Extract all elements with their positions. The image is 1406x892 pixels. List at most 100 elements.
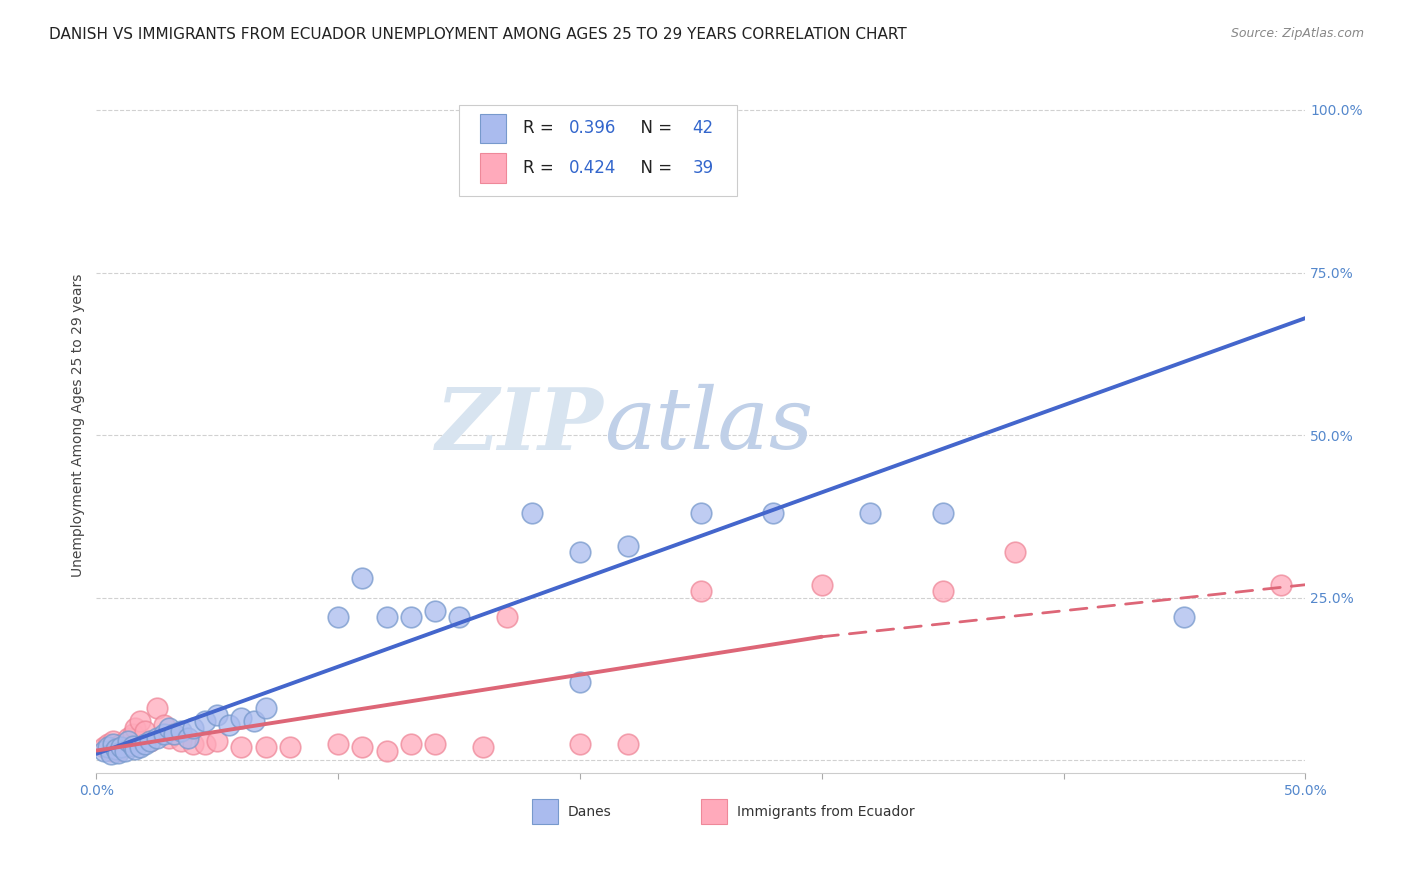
Point [121, 727, 143, 741]
Point [207, 707, 229, 722]
Point [103, 737, 125, 751]
Point [138, 734, 160, 748]
Text: 42: 42 [692, 120, 713, 137]
Point [931, 506, 953, 520]
Point [375, 610, 398, 624]
Point [170, 724, 193, 739]
Point [93, 740, 115, 755]
Point [100, 743, 122, 757]
Point [124, 741, 146, 756]
Point [110, 740, 132, 755]
Point [449, 610, 471, 624]
Text: Immigrants from Ecuador: Immigrants from Ecuador [737, 805, 915, 819]
Point [157, 721, 180, 735]
Text: Danes: Danes [568, 805, 612, 819]
Point [375, 743, 398, 757]
Point [231, 740, 253, 755]
Point [218, 717, 240, 731]
Point [138, 734, 160, 748]
Text: 0.396: 0.396 [569, 120, 616, 137]
Point [117, 734, 139, 748]
Point [134, 737, 156, 751]
Point [170, 734, 193, 748]
Bar [700, 799, 727, 824]
Point [104, 740, 127, 755]
Point [163, 727, 186, 741]
Point [1173, 610, 1195, 624]
Point [177, 731, 200, 745]
Text: 39: 39 [692, 159, 713, 177]
Point [134, 724, 156, 739]
Point [153, 727, 176, 741]
Point [97, 737, 120, 751]
Point [117, 731, 139, 745]
Point [114, 743, 136, 757]
Text: atlas: atlas [605, 384, 813, 467]
Point [328, 610, 350, 624]
Point [181, 721, 204, 735]
Point [93, 743, 115, 757]
Text: N =: N = [630, 159, 676, 177]
Point [153, 717, 176, 731]
Point [1004, 545, 1026, 559]
Text: N =: N = [630, 120, 676, 137]
Point [1270, 578, 1292, 592]
Point [762, 506, 785, 520]
Point [194, 714, 217, 729]
Point [104, 741, 127, 756]
Bar [479, 153, 506, 183]
Point [352, 571, 374, 585]
Point [399, 610, 422, 624]
Point [128, 740, 150, 755]
Text: DANISH VS IMMIGRANTS FROM ECUADOR UNEMPLOYMENT AMONG AGES 25 TO 29 YEARS CORRELA: DANISH VS IMMIGRANTS FROM ECUADOR UNEMPL… [49, 27, 907, 42]
Point [568, 675, 591, 690]
Point [110, 737, 132, 751]
Point [496, 610, 519, 624]
Point [207, 734, 229, 748]
Point [100, 747, 122, 761]
Point [146, 731, 169, 745]
Point [472, 740, 495, 755]
Point [146, 701, 169, 715]
Point [231, 711, 253, 725]
Point [254, 701, 277, 715]
Point [617, 539, 640, 553]
Point [128, 714, 150, 729]
Point [163, 727, 186, 741]
Point [931, 584, 953, 599]
Point [859, 506, 882, 520]
Point [242, 714, 264, 729]
Bar [479, 113, 506, 143]
Point [520, 506, 543, 520]
Y-axis label: Unemployment Among Ages 25 to 29 years: Unemployment Among Ages 25 to 29 years [72, 274, 86, 577]
Point [689, 506, 711, 520]
Point [399, 737, 422, 751]
Text: ZIP: ZIP [436, 384, 605, 467]
Point [114, 740, 136, 755]
Point [157, 731, 180, 745]
Point [107, 743, 129, 757]
Point [568, 737, 591, 751]
Point [278, 740, 301, 755]
Point [617, 737, 640, 751]
Point [121, 739, 143, 753]
Text: R =: R = [523, 120, 560, 137]
Point [689, 584, 711, 599]
Point [810, 578, 832, 592]
Point [568, 545, 591, 559]
Point [194, 737, 217, 751]
Bar [531, 799, 558, 824]
FancyBboxPatch shape [460, 105, 737, 195]
Point [181, 737, 204, 751]
Point [254, 740, 277, 755]
Point [107, 746, 129, 760]
Point [328, 737, 350, 751]
Point [103, 734, 125, 748]
Point [352, 740, 374, 755]
Text: Source: ZipAtlas.com: Source: ZipAtlas.com [1230, 27, 1364, 40]
Point [423, 604, 446, 618]
Point [124, 721, 146, 735]
Text: 0.424: 0.424 [569, 159, 616, 177]
Text: R =: R = [523, 159, 560, 177]
Point [423, 737, 446, 751]
